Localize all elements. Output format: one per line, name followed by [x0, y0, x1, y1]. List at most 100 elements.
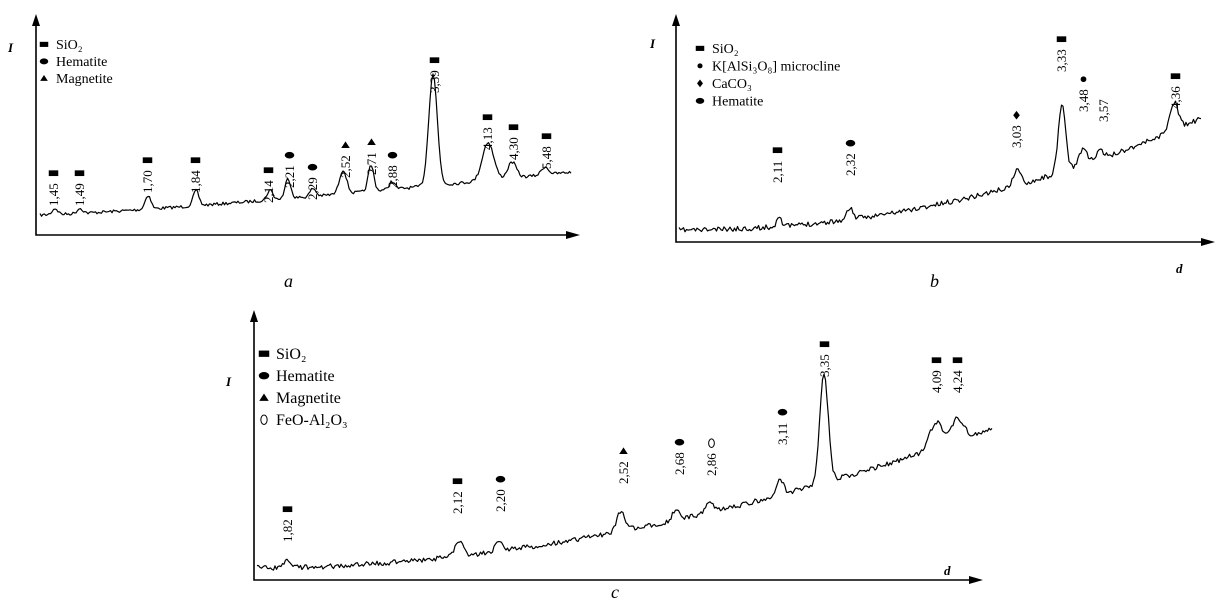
peak-marker-circle [387, 151, 398, 159]
peak-label: 2,12 [450, 491, 465, 514]
peak-marker-square [142, 157, 153, 164]
peak-marker-square [1170, 73, 1181, 80]
legend-marker-triangle [40, 74, 48, 81]
chart-panel-a: I SiO₂ Hematite Magnetite 1,45 1,49 1,70 1,84 2,… [7, 14, 580, 291]
peak-label: 1,84 [188, 170, 203, 193]
legend-marker-triangle [259, 393, 269, 401]
legend-marker-circle [695, 97, 705, 104]
peak-marker-circle [284, 151, 295, 159]
peak-marker-circle [845, 139, 856, 147]
legend-marker-circle [258, 372, 270, 380]
peak-marker-dot [1080, 76, 1087, 83]
peak-label: 3,48 [1076, 89, 1091, 112]
peak-marker-square [952, 357, 963, 364]
chart-panel-c: Id SiO₂ Hematite Magnetite FeO-Al₂O₃ 1,82 2,12… [225, 310, 993, 600]
peak-label: 1,49 [72, 183, 87, 206]
peak-label: 2,52 [338, 155, 353, 178]
peak-marker-square [508, 124, 519, 131]
legend-entry: Magnetite [276, 390, 341, 407]
peak-label: 3,11 [775, 423, 790, 445]
legend-marker-diamond [697, 79, 703, 88]
peak-label: 2,32 [843, 153, 858, 176]
x-axis-arrow [1201, 238, 1215, 246]
peak-label: 2,88 [385, 165, 400, 188]
legend-entry: Hematite [276, 368, 335, 385]
peak-marker-triangle [619, 447, 628, 455]
legend-marker-diamond-open [260, 414, 268, 425]
legend-entry: K[AlSi₃O₈] microcline [712, 60, 840, 75]
y-axis-arrow [32, 14, 40, 26]
peak-marker-square [541, 133, 552, 140]
legend-marker-square [695, 45, 705, 51]
peak-label: 2,86 [704, 453, 719, 476]
peak-marker-square [429, 57, 440, 64]
y-axis-arrow [672, 14, 680, 26]
legend-marker-square [258, 350, 270, 357]
peak-marker-triangle [367, 138, 376, 146]
peak-label: 4,13 [480, 127, 495, 150]
peak-marker-circle [307, 163, 318, 171]
legend-entry: Magnetite [56, 72, 113, 87]
peak-label: 5,48 [539, 146, 554, 169]
peak-marker-square [282, 506, 293, 513]
legend-marker-circle [39, 58, 49, 65]
peak-label: 1,45 [46, 183, 61, 206]
peak-marker-square [1056, 36, 1067, 43]
y-axis-label: I [7, 40, 14, 55]
panel-caption: b [930, 271, 939, 291]
peak-label: 4,30 [506, 137, 521, 160]
peak-label: 2,29 [305, 177, 320, 200]
peak-label: 4,09 [929, 370, 944, 393]
legend-entry: Hematite [56, 55, 107, 70]
diffraction-trace [39, 73, 572, 217]
peak-label: 4,36 [1168, 86, 1183, 109]
diffraction-trace [678, 100, 1202, 233]
peak-label: 2,71 [364, 152, 379, 175]
peak-label: 2,21 [282, 165, 297, 188]
y-axis-arrow [250, 310, 258, 322]
peak-marker-square [48, 170, 59, 177]
chart-panel-b: Id SiO₂ K[AlSi₃O₈] microcline CaCO₃ Hematite… [649, 14, 1215, 291]
peak-label: 3,57 [1096, 99, 1111, 122]
peak-marker-square [931, 357, 942, 364]
peak-marker-square [263, 167, 274, 174]
peak-marker-triangle [341, 141, 350, 149]
peak-label: 2,14 [261, 180, 276, 203]
peak-label: 1,70 [140, 170, 155, 193]
peak-marker-square [452, 478, 463, 485]
peak-label: 2,20 [493, 489, 508, 512]
peak-label: 3,03 [1009, 125, 1024, 148]
axes [253, 318, 973, 581]
legend-entry: CaCO₃ [712, 77, 752, 92]
peak-label: 2,68 [672, 452, 687, 475]
legend-entry: SiO₂ [276, 346, 306, 363]
x-axis-label: d [1176, 261, 1183, 276]
axes [675, 22, 1205, 243]
legend-entry: FeO-Al₂O₃ [276, 412, 348, 429]
axes [35, 22, 570, 236]
peak-marker-circle [674, 438, 685, 446]
peak-marker-square [74, 170, 85, 177]
peak-marker-circle [777, 408, 788, 416]
y-axis-label: I [649, 36, 656, 51]
x-axis-arrow [969, 576, 983, 584]
peak-marker-square [190, 157, 201, 164]
x-axis-label: d [944, 563, 951, 578]
peak-marker-diamond [1013, 110, 1020, 120]
panel-caption: c [611, 582, 619, 600]
peak-label: 2,11 [770, 161, 785, 183]
legend-marker-dot [697, 63, 703, 69]
y-axis-label: I [225, 374, 232, 389]
peak-marker-diamond-open [708, 438, 715, 448]
x-axis-arrow [566, 231, 580, 239]
legend-entry: SiO₂ [712, 42, 739, 57]
peak-label: 2,52 [616, 461, 631, 484]
legend-marker-square [39, 41, 49, 47]
peak-label: 3,33 [1054, 49, 1069, 72]
peak-marker-square [482, 114, 493, 121]
peak-marker-circle [495, 475, 506, 483]
peak-label: 3,39 [427, 70, 442, 93]
peak-label: 4,24 [950, 370, 965, 393]
diffraction-trace [256, 373, 993, 571]
